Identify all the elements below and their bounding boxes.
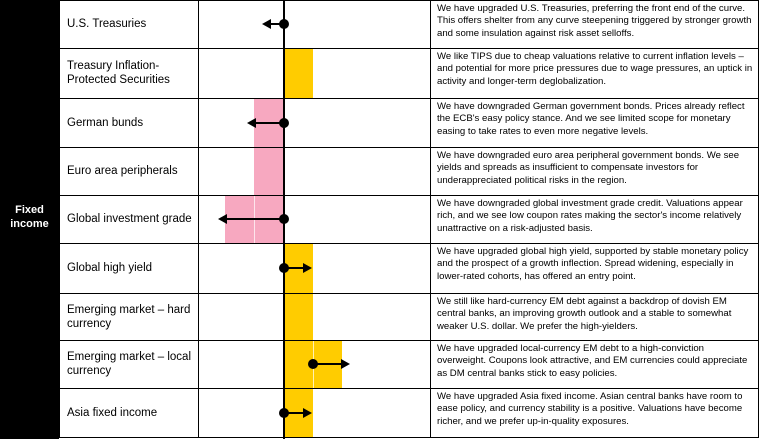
row-divider: [59, 0, 759, 1]
asset-name: German bunds: [67, 116, 144, 129]
view-indicator: [198, 195, 430, 243]
asset-name: Emerging market – local currency: [67, 351, 191, 377]
column-divider: [198, 243, 199, 293]
view-description: We have downgraded German government bon…: [437, 101, 745, 137]
asset-name: Emerging market – hard currency: [67, 303, 191, 330]
row-divider: [59, 48, 759, 49]
underweight-bar: [254, 147, 283, 195]
column-divider: [430, 0, 431, 48]
neutral-line: [283, 0, 285, 439]
table-row: German bunds We have downgraded German go…: [59, 98, 759, 147]
row-divider: [59, 195, 759, 196]
column-divider: [198, 195, 199, 243]
arrow-shaft: [313, 363, 342, 365]
column-divider: [430, 48, 431, 98]
asset-name: Global high yield: [67, 262, 153, 274]
table-row: Global investment grade We have downgrade…: [59, 195, 759, 243]
view-indicator: [198, 340, 430, 388]
asset-name: Global investment grade: [67, 213, 192, 225]
table-row: Emerging market – local currency We have …: [59, 340, 759, 388]
view-indicator: [198, 388, 430, 437]
column-divider: [198, 98, 199, 147]
arrow-right-icon: [303, 408, 313, 418]
column-divider: [430, 293, 431, 340]
table-row: Emerging market – hard currency We still …: [59, 293, 759, 340]
row-divider: [59, 388, 759, 389]
column-divider: [59, 340, 60, 388]
asset-name: Asia fixed income: [67, 406, 158, 419]
view-indicator: [198, 48, 430, 98]
table-row: Asia fixed income We have upgraded Asia f…: [59, 388, 759, 437]
column-divider: [198, 293, 199, 340]
view-indicator: [198, 98, 430, 147]
table-row: Euro area peripherals We have downgraded …: [59, 147, 759, 195]
row-divider: [59, 147, 759, 148]
view-description: We have upgraded Asia fixed income. Asia…: [437, 391, 743, 427]
view-indicator: [198, 0, 430, 48]
overweight-bar: [284, 293, 313, 340]
arrow-left-icon: [218, 214, 227, 224]
arrow-shaft: [284, 267, 305, 269]
arrow-right-icon: [341, 359, 350, 369]
asset-name: Euro area peripherals: [67, 165, 178, 177]
column-divider: [430, 340, 431, 388]
table-row: Global high yield We have upgraded global…: [59, 243, 759, 293]
arrow-left-icon: [261, 19, 271, 29]
view-description: We have upgraded local-currency EM debt …: [437, 343, 748, 379]
arrow-shaft: [269, 23, 284, 25]
table-row: U.S. Treasuries We have upgraded U.S. Tre…: [59, 0, 759, 48]
row-divider: [59, 243, 759, 244]
column-divider: [198, 388, 199, 437]
column-divider: [59, 98, 60, 147]
column-divider: [430, 98, 431, 147]
view-indicator: [198, 147, 430, 195]
column-divider: [59, 147, 60, 195]
view-description: We have downgraded euro area peripheral …: [437, 150, 740, 186]
asset-name: Treasury Inflation-Protected Securities: [67, 60, 170, 86]
row-divider: [59, 98, 759, 99]
arrow-right-icon: [303, 263, 313, 273]
view-description: We have downgraded global investment gra…: [437, 198, 743, 234]
arrow-shaft: [226, 218, 284, 220]
column-divider: [59, 243, 60, 293]
view-description: We still like hard-currency EM debt agai…: [437, 296, 732, 332]
view-description: We have upgraded U.S. Treasuries, prefer…: [437, 3, 752, 39]
column-divider: [198, 340, 199, 388]
asset-name: U.S. Treasuries: [67, 18, 147, 30]
column-divider: [430, 147, 431, 195]
column-divider: [59, 48, 60, 98]
arrow-left-icon: [247, 118, 256, 128]
column-divider: [198, 48, 199, 98]
row-divider: [59, 293, 759, 294]
arrow-start-dot: [308, 359, 318, 369]
column-divider: [59, 388, 60, 437]
arrow-shaft: [255, 122, 284, 124]
view-indicator: [198, 243, 430, 293]
column-divider: [59, 195, 60, 243]
column-divider: [59, 0, 60, 48]
column-divider: [430, 243, 431, 293]
column-divider: [198, 0, 199, 48]
column-divider: [430, 195, 431, 243]
view-description: We like TIPS due to cheap valuations rel…: [437, 51, 753, 87]
view-indicator: [198, 293, 430, 340]
view-description: We have upgraded global high yield, supp…: [437, 246, 749, 282]
arrow-shaft: [284, 412, 305, 414]
category-sidebar: Fixed income: [0, 0, 59, 439]
category-label: Fixed income: [10, 204, 49, 230]
table-row: Treasury Inflation-Protected Securities W…: [59, 48, 759, 98]
row-divider: [59, 437, 759, 438]
column-divider: [430, 388, 431, 437]
column-divider: [59, 293, 60, 340]
column-divider: [198, 147, 199, 195]
overweight-bar: [284, 48, 313, 98]
row-divider: [59, 340, 759, 341]
